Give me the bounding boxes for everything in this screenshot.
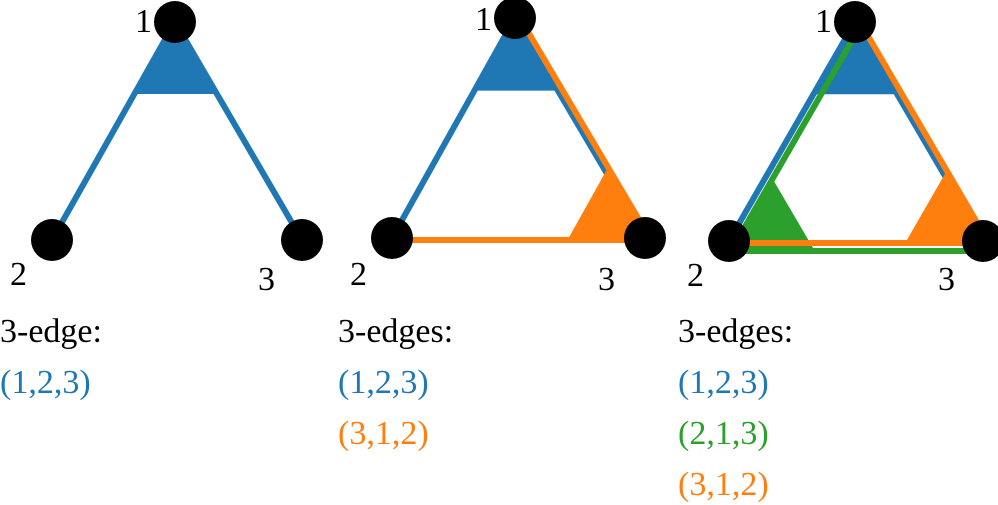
edge-label: (3,1,2) <box>678 466 769 503</box>
heading: 3-edges: <box>678 313 793 350</box>
edge-line <box>389 16 518 240</box>
panel: (1,2,3) (3,1,2) 1 2 3 3-edges: <box>338 0 666 452</box>
node-label: 2 <box>687 257 704 294</box>
node-label: 3 <box>598 261 615 298</box>
node <box>154 1 196 43</box>
edge-label: (3,1,2) <box>338 415 429 452</box>
edge-line <box>172 20 305 242</box>
node-label: 2 <box>10 256 27 293</box>
panel: (1,2,3) 1 2 3 3-edge: <box>0 1 323 401</box>
node <box>708 220 750 262</box>
hyperedge <box>728 30 985 254</box>
edge-label: (2,1,3) <box>678 415 769 452</box>
edge-line <box>49 20 178 242</box>
heading: 3-edge: <box>0 313 102 350</box>
node-label: 1 <box>475 1 492 38</box>
node <box>281 219 323 261</box>
node-label: 1 <box>135 3 152 40</box>
node-label: 1 <box>815 3 832 40</box>
edge-head <box>731 178 815 251</box>
hyperedge <box>49 20 305 242</box>
edge-label: (1,2,3) <box>678 364 769 401</box>
edge-head <box>474 18 558 91</box>
node <box>624 217 666 259</box>
node <box>962 220 998 262</box>
edge-line <box>858 22 992 245</box>
node-label: 3 <box>258 261 275 298</box>
edge-head <box>134 22 217 94</box>
edge-head <box>567 167 651 240</box>
edge-line <box>726 20 858 243</box>
hyperedge <box>735 22 992 246</box>
edge-label: (1,2,3) <box>338 364 429 401</box>
edge-head <box>905 170 989 243</box>
node <box>371 217 413 259</box>
node <box>494 0 536 39</box>
heading: 3-edges: <box>338 313 453 350</box>
node <box>834 1 876 43</box>
node <box>31 219 73 261</box>
panel: (1,2,3) (2,1,3) (3,1,2) 1 2 3 3-edges: <box>678 1 998 503</box>
node-label: 2 <box>350 256 367 293</box>
hyperedge <box>398 18 654 243</box>
node-label: 3 <box>938 261 955 298</box>
edge-line <box>728 30 860 253</box>
edge-label: (1,2,3) <box>0 364 91 401</box>
